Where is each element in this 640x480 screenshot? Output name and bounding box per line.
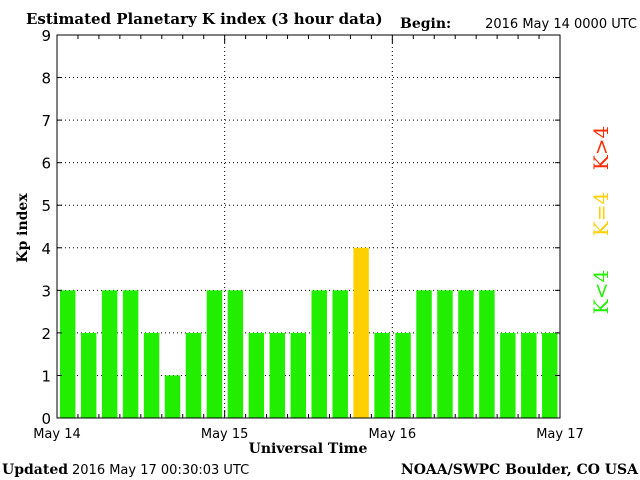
y-tick-label: 0 [41, 410, 51, 428]
y-tick-label: 8 [41, 70, 51, 88]
kp-bar [458, 290, 474, 418]
kp-bar [248, 332, 265, 418]
kp-bar [101, 290, 118, 418]
kp-bar [164, 375, 181, 418]
kp-bar [353, 247, 369, 418]
y-tick-label: 9 [41, 27, 51, 45]
kp-bar [290, 332, 306, 418]
legend-low: K<4 [589, 270, 613, 314]
kp-bar [437, 290, 453, 418]
kp-bar [143, 332, 160, 418]
y-tick-label: 5 [41, 197, 51, 215]
legend-mid: K=4 [589, 192, 613, 236]
axis-ticks [56, 34, 561, 419]
x-tick-label: May 16 [369, 427, 417, 442]
kp-bar [500, 332, 516, 418]
kp-bar [542, 332, 558, 418]
y-tick-label: 2 [41, 325, 51, 343]
legend-high: K>4 [589, 126, 613, 170]
updated-label: Updated [2, 462, 68, 478]
y-axis-label: Kp index [15, 193, 31, 263]
begin-label: Begin: [400, 16, 451, 32]
x-tick-label: May 17 [536, 427, 584, 442]
y-tick-label: 4 [41, 240, 51, 258]
kp-bar [311, 290, 327, 418]
y-tick-label: 1 [41, 367, 51, 385]
kp-bar [206, 290, 223, 418]
x-tick-label: May 15 [201, 427, 249, 442]
kp-bar [185, 332, 202, 418]
kp-bar [374, 332, 390, 418]
y-tick-label: 3 [41, 282, 51, 300]
updated-value: 2016 May 17 00:30:03 UTC [72, 463, 249, 478]
kp-bar [60, 290, 76, 418]
kp-bar [122, 290, 139, 418]
kp-bar [80, 332, 97, 418]
kp-bar [269, 332, 286, 418]
x-axis-label: Universal Time [249, 441, 368, 457]
kp-bar [416, 290, 432, 418]
y-tick-label: 7 [41, 112, 51, 130]
begin-value: 2016 May 14 0000 UTC [485, 17, 637, 32]
source-credit: NOAA/SWPC Boulder, CO USA [401, 462, 639, 478]
bar-series [60, 247, 558, 418]
y-tick-labels: 0 1 2 3 4 5 6 7 8 9 [41, 27, 51, 428]
kp-bar [395, 332, 411, 418]
x-tick-label: May 14 [33, 427, 81, 442]
kp-bar [332, 290, 348, 418]
kp-bar [227, 290, 244, 418]
y-tick-label: 6 [41, 155, 51, 173]
x-tick-labels: May 14 May 15 May 16 May 17 [33, 427, 584, 442]
kp-bar [521, 332, 537, 418]
kp-bar [479, 290, 495, 418]
chart-title: Estimated Planetary K index (3 hour data… [26, 10, 383, 28]
